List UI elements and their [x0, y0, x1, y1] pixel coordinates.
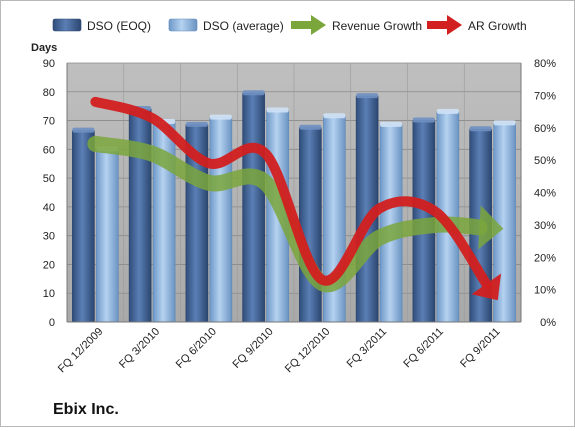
category-label: FQ 3/2010: [117, 326, 162, 371]
bar-dso-eoq: [72, 130, 95, 323]
bar-cap: [493, 120, 516, 126]
bar-dso-eoq: [299, 127, 322, 323]
category-label: FQ 9/2011: [458, 326, 503, 371]
category-label: FQ 9/2010: [231, 326, 276, 371]
growth-lines: [87, 96, 504, 301]
legend-label-ar-growth: AR Growth: [468, 19, 527, 33]
bar-cap: [266, 107, 289, 113]
category-label: FQ 12/2010: [283, 326, 333, 376]
legend-swatch-dso-eoq: [52, 18, 82, 32]
left-axis-title: Days: [31, 42, 57, 54]
line-ar-growth: [90, 96, 492, 289]
left-tick-label: 60: [43, 144, 55, 156]
category-label: FQ 3/2011: [345, 326, 390, 371]
bar-cap: [242, 90, 265, 96]
bar-cap: [412, 117, 435, 123]
bar-cap: [356, 93, 379, 99]
bar-cap: [299, 124, 322, 130]
right-tick-label: 80%: [534, 58, 556, 70]
category-label: FQ 12/2009: [56, 326, 106, 376]
bar-dso-eoq: [242, 92, 265, 323]
legend-arrow-revenue-growth: [291, 15, 326, 35]
bar-cap: [72, 127, 95, 133]
bar-cap: [323, 113, 346, 119]
left-tick-label: 10: [43, 288, 55, 300]
left-tick-label: 80: [43, 87, 55, 99]
bar-cap: [380, 121, 403, 127]
right-tick-label: 50%: [534, 155, 556, 167]
arrowhead-revenue-growth: [478, 205, 504, 250]
left-tick-label: 20: [43, 259, 55, 271]
bar-dso-average: [209, 117, 233, 323]
legend-label-dso-eoq: DSO (EOQ): [87, 19, 151, 33]
left-tick-label: 70: [43, 116, 55, 128]
legend-label-dso-average: DSO (average): [203, 19, 284, 33]
bar-cap: [469, 126, 492, 132]
company-name: Ebix Inc.: [53, 401, 119, 418]
right-tick-label: 30%: [534, 220, 556, 232]
right-tick-label: 70%: [534, 90, 556, 102]
right-tick-label: 60%: [534, 123, 556, 135]
right-tick-label: 20%: [534, 252, 556, 264]
legend-label-revenue-growth: Revenue Growth: [332, 19, 422, 33]
right-tick-label: 0%: [540, 317, 556, 329]
left-tick-label: 0: [49, 317, 55, 329]
bar-cap: [185, 121, 208, 127]
legend-swatch-dso-average: [168, 18, 198, 32]
category-label: FQ 6/2011: [401, 326, 446, 371]
arrowhead-ar-growth: [471, 273, 502, 301]
bar-dso-average: [96, 149, 119, 323]
left-tick-label: 30: [43, 231, 55, 243]
right-tick-label: 40%: [534, 188, 556, 200]
bar-cap: [209, 114, 232, 120]
category-label: FQ 6/2010: [174, 326, 219, 371]
bar-cap: [436, 108, 459, 114]
right-tick-label: 10%: [534, 285, 556, 297]
left-tick-label: 90: [43, 58, 55, 70]
left-tick-label: 50: [43, 173, 55, 185]
left-tick-label: 40: [43, 202, 55, 214]
legend: DSO (EOQ) DSO (average) Revenue Growth A…: [52, 15, 527, 35]
legend-arrow-ar-growth: [427, 15, 462, 35]
